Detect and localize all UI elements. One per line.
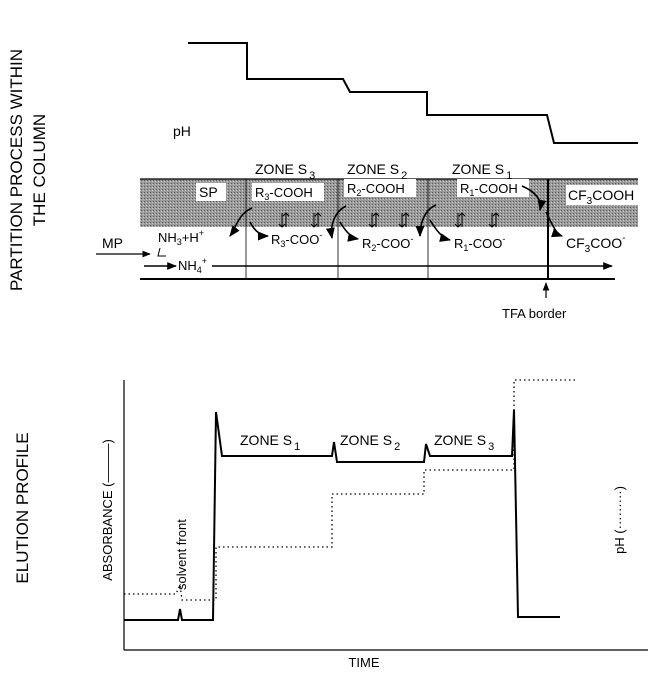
elution-side-label: ELUTION PROFILE: [13, 432, 32, 583]
acid-box-r3: [252, 183, 324, 201]
absorbance-curve: [124, 409, 560, 621]
anion-label-tfa: CF3COO-: [566, 233, 625, 255]
nh3-label: NH3+H+: [158, 228, 204, 247]
acid-label-tfa: CF3COOH: [568, 187, 634, 207]
ph-staircase-line: [188, 42, 638, 144]
anion-label-r2: R2-COO-: [362, 234, 413, 253]
ph-label: pH: [173, 123, 191, 139]
nh3-conversion-hook: [157, 247, 166, 257]
acid-label-r1: R1-COOH: [460, 181, 518, 198]
nh4-label: NH4+: [178, 256, 207, 275]
ph-dotted-curve: [124, 379, 576, 601]
mp-label: MP: [102, 235, 123, 251]
elution-panel: ELUTION PROFILE ABSORBANCE (———) pH (···…: [13, 379, 648, 670]
anion-label-r3: R3-COO-: [271, 230, 322, 249]
solvent-front-label: solvent front: [174, 519, 189, 590]
tfa-border-label: TFA border: [502, 306, 567, 321]
acid-box-r2: [344, 179, 416, 197]
acid-box-r1: [457, 179, 529, 197]
acid-box-tfa: [566, 185, 642, 205]
sp-label: SP: [199, 184, 218, 200]
equilibrium-arrows: [278, 212, 500, 228]
sp-label-box: [196, 183, 226, 201]
partition-side-label-2: THE COLUMN: [30, 114, 49, 226]
anion-label-r1: R1-COO-: [454, 234, 505, 253]
partition-panel: PARTITION PROCESS WITHIN THE COLUMN pH Z…: [7, 42, 642, 321]
acid-label-r2: R2-COOH: [347, 181, 405, 198]
absorbance-axis-label: ABSORBANCE (———): [100, 439, 115, 581]
exchange-arrows: [229, 185, 564, 242]
ph-axis-label: pH (·········): [612, 486, 627, 554]
partition-side-label: PARTITION PROCESS WITHIN: [7, 49, 26, 291]
acid-label-r3: R3-COOH: [255, 185, 313, 202]
time-axis-label: TIME: [348, 655, 379, 670]
